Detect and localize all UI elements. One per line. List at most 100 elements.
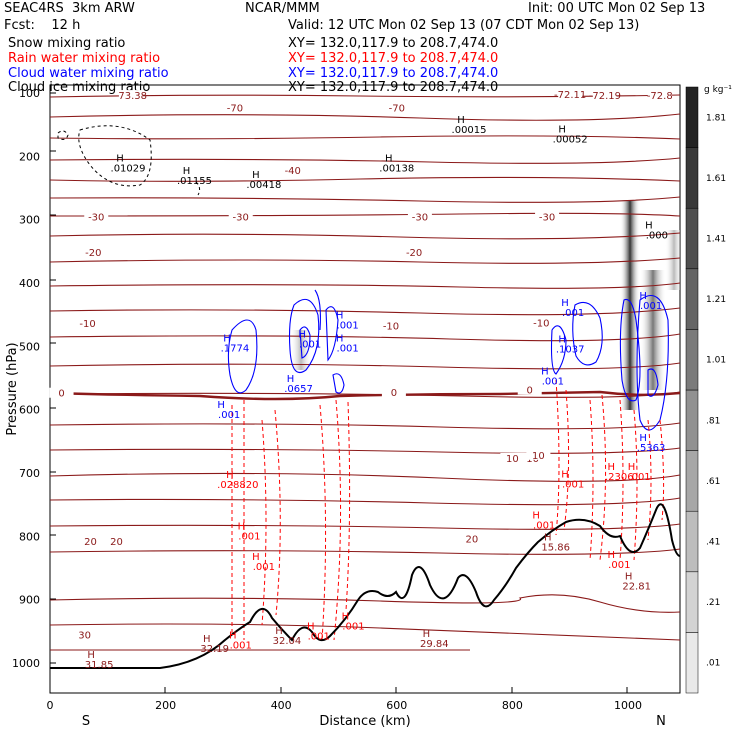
contour-label: 20 bbox=[466, 534, 479, 545]
maximum-value: .001 bbox=[542, 376, 564, 387]
maximum-value: .01155 bbox=[177, 176, 212, 187]
colorbar-segment bbox=[685, 86, 699, 148]
maximum-value: .01029 bbox=[111, 164, 146, 175]
cloud-water-contours bbox=[227, 289, 669, 431]
y-tick-labels: 100 200 300 400 500 600 700 800 900 1000 bbox=[12, 87, 40, 670]
contour-label: 10 bbox=[532, 451, 545, 462]
maximum-value: .001 bbox=[562, 480, 584, 491]
rain-contour bbox=[555, 379, 560, 536]
maximum-marker: H bbox=[544, 532, 552, 543]
x-tick-label: 200 bbox=[155, 699, 176, 712]
field-snow-name: Snow mixing ratio bbox=[8, 36, 126, 51]
contour-label: 30 bbox=[78, 631, 91, 642]
contour-label: -30 bbox=[412, 213, 428, 224]
isotherm-line bbox=[50, 447, 680, 454]
contour-label: -10 bbox=[533, 318, 549, 329]
isotherm-line bbox=[50, 362, 680, 370]
rain-contour bbox=[619, 399, 624, 561]
cloud-contour bbox=[325, 306, 339, 362]
rain-contour bbox=[589, 399, 594, 561]
contour-label: 0 bbox=[527, 386, 533, 397]
maximum-marker: H bbox=[639, 433, 647, 444]
isotherm-line bbox=[50, 113, 680, 121]
snow-contour bbox=[195, 181, 201, 196]
contour-label-bg bbox=[104, 535, 129, 546]
maximum-marker: H bbox=[226, 470, 234, 481]
maximum-value: .00138 bbox=[379, 164, 414, 175]
maximum-marker: H bbox=[608, 550, 616, 561]
maximum-marker: H bbox=[561, 470, 569, 481]
maximum-marker: H bbox=[541, 366, 549, 377]
x-tick-label: 600 bbox=[386, 699, 407, 712]
maximum-marker: H bbox=[275, 626, 283, 637]
contour-label: -72.19 bbox=[589, 91, 621, 102]
valid-time: Valid: 12 UTC Mon 02 Sep 13 (07 CDT Mon … bbox=[288, 18, 640, 33]
maximum-marker: H bbox=[223, 333, 231, 344]
cloud-contour bbox=[572, 301, 603, 366]
forecast-hour: Fcst: 12 h bbox=[4, 18, 81, 33]
contour-label-bg bbox=[407, 211, 432, 222]
cloud-contour bbox=[550, 325, 567, 375]
maximum-marker: H bbox=[336, 311, 344, 322]
y-tick-label: 300 bbox=[19, 214, 40, 227]
colorbar-label: 1.61 bbox=[706, 174, 726, 184]
init-time: Init: 00 UTC Mon 02 Sep 13 bbox=[528, 1, 706, 16]
colorbar-label: 1.41 bbox=[706, 235, 726, 245]
isotherm-line bbox=[50, 232, 680, 240]
contour-label-bg bbox=[78, 535, 103, 546]
maximum-value: .00052 bbox=[553, 134, 588, 145]
y-tick-label: 900 bbox=[19, 594, 40, 607]
maximum-marker: H bbox=[385, 154, 393, 165]
isotherm-line bbox=[50, 157, 680, 164]
maximum-marker: H bbox=[558, 124, 566, 135]
contour-label-bg bbox=[75, 318, 100, 329]
maximum-marker: H bbox=[532, 511, 540, 522]
maximum-marker: H bbox=[342, 611, 350, 622]
contour-label-bg bbox=[592, 90, 617, 101]
contour-label: -30 bbox=[233, 213, 249, 224]
rain-contour bbox=[261, 419, 267, 626]
maximum-value: .001 bbox=[230, 640, 252, 651]
cloud-contour bbox=[647, 368, 659, 397]
contour-label: -20 bbox=[406, 248, 422, 259]
y-tick-label: 800 bbox=[19, 530, 40, 543]
contour-label: -73.38 bbox=[115, 91, 147, 102]
maximum-marker: H bbox=[252, 170, 260, 181]
maximum-value: .2306 bbox=[605, 472, 634, 483]
maximum-marker: H bbox=[307, 622, 315, 633]
contour-label-bg bbox=[535, 211, 560, 222]
contour-label-bg bbox=[84, 211, 109, 222]
maximum-marker: H bbox=[252, 552, 260, 563]
x-end-label-south: S bbox=[82, 714, 90, 729]
colorbar-segment bbox=[685, 207, 699, 270]
contour-label: -20 bbox=[85, 248, 101, 259]
contour-label: -30 bbox=[539, 213, 555, 224]
model-name: SEAC4RS 3km ARW bbox=[4, 1, 135, 16]
x-end-label-north: N bbox=[656, 714, 666, 729]
maximum-marker: H bbox=[229, 630, 237, 641]
colorbar-segment bbox=[685, 450, 699, 512]
cloud-contour bbox=[227, 319, 258, 394]
contour-label: -40 bbox=[285, 166, 301, 177]
y-tick-label: 100 bbox=[19, 87, 40, 100]
maximum-marker: H bbox=[645, 221, 653, 232]
maximum-value: .00418 bbox=[246, 180, 281, 191]
maximum-marker: H bbox=[628, 462, 636, 473]
rain-contour bbox=[563, 389, 570, 531]
contour-label: -10 bbox=[79, 319, 95, 330]
contour-label: -70 bbox=[389, 104, 405, 115]
field-rain-name: Rain water mixing ratio bbox=[8, 51, 161, 66]
cloud-contour bbox=[299, 326, 311, 359]
isotherm-line bbox=[50, 594, 680, 613]
maximum-value: .1037 bbox=[556, 345, 585, 356]
field-cloud-xy: XY= 132.0,117.9 to 208.7,474.0 bbox=[288, 66, 499, 81]
colorbar-label: 1.81 bbox=[706, 113, 726, 123]
maximum-value: .001 bbox=[238, 532, 260, 543]
contour-labels: -73.38 -70 -70 -72.11 -72.19 -72.8 -40 -30 -30 -3… bbox=[49, 88, 673, 642]
colorbar-segment bbox=[685, 632, 699, 694]
isotherm-line bbox=[50, 196, 680, 203]
contour-label: -10 bbox=[383, 322, 399, 333]
contour-label-bg bbox=[118, 90, 143, 101]
y-tick-label: 600 bbox=[19, 404, 40, 417]
maximum-marker: H bbox=[625, 572, 633, 583]
